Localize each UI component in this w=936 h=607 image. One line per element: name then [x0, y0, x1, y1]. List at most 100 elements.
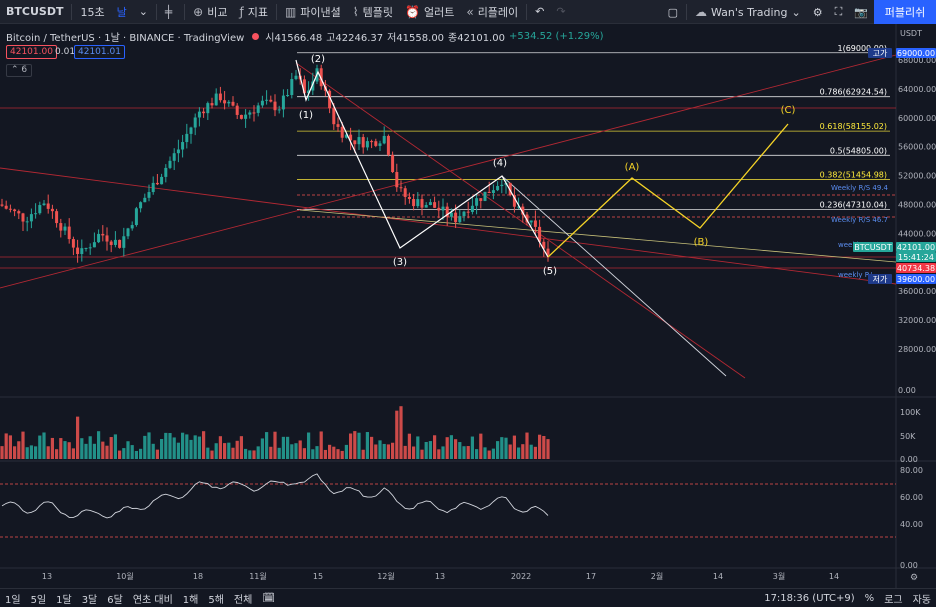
- candle-body: [282, 96, 285, 110]
- price-tick-label: 32000.00: [898, 316, 936, 325]
- volume-bar: [198, 437, 201, 459]
- volume-tick-label: 0.00: [900, 455, 918, 464]
- volume-bar: [118, 451, 121, 459]
- range-1d[interactable]: 1일: [0, 591, 26, 606]
- time-tick-label: 12월: [377, 571, 395, 581]
- trend-line: [0, 168, 896, 284]
- volume-bar: [530, 445, 533, 459]
- volume-bar: [26, 447, 29, 459]
- bottom-right-group: 17:18:36 (UTC+9) % 로그 자동: [759, 589, 936, 607]
- auto-toggle[interactable]: 자동: [908, 591, 936, 606]
- volume-bar: [135, 451, 138, 459]
- candle-body: [395, 172, 398, 187]
- candle-body: [47, 204, 50, 209]
- rsi-tick-label: 60.00: [900, 493, 923, 502]
- percent-toggle[interactable]: %: [860, 593, 880, 604]
- bid-price[interactable]: 42101.00: [6, 45, 57, 59]
- fib-level-label: 0.5(54805.00): [830, 146, 887, 155]
- chevron-icon: ⌃: [11, 65, 21, 75]
- axis-settings-icon: ⚙: [910, 573, 918, 583]
- range-1m[interactable]: 1달: [51, 591, 77, 606]
- price-tick-label: 56000.00: [898, 143, 936, 152]
- legend-high: 고42246.37: [326, 29, 383, 44]
- volume-bar: [467, 446, 470, 459]
- candle-body: [30, 214, 33, 221]
- volume-bar: [303, 448, 306, 459]
- goto-date-button[interactable]: 🗓: [257, 593, 280, 604]
- volume-bar: [13, 446, 16, 459]
- volume-bar: [273, 432, 276, 459]
- volume-bar: [17, 441, 20, 459]
- candle-body: [9, 209, 12, 210]
- volume-bar: [143, 436, 146, 459]
- candle-body: [156, 183, 159, 184]
- indicators-collapse-button[interactable]: ⌃ 6: [6, 64, 32, 77]
- volume-bar: [341, 451, 344, 459]
- volume-bar: [59, 438, 62, 459]
- level-price-badge: 40734.38: [897, 264, 935, 273]
- volume-bar: [282, 437, 285, 459]
- candle-body: [463, 212, 466, 216]
- volume-bar: [349, 434, 352, 459]
- volume-bar: [538, 435, 541, 459]
- candle-body: [290, 79, 293, 95]
- range-ytd[interactable]: 연초 대비: [128, 591, 178, 606]
- volume-bar: [546, 439, 549, 459]
- candle-body: [437, 208, 440, 211]
- candle-body: [265, 100, 268, 101]
- range-3m[interactable]: 3달: [77, 591, 103, 606]
- volume-bar: [387, 444, 390, 459]
- candle-body: [215, 94, 218, 106]
- candle-body: [442, 207, 445, 211]
- market-status-icon: [252, 33, 259, 40]
- volume-bar: [412, 447, 415, 459]
- volume-bar: [399, 406, 402, 459]
- candle-body: [223, 100, 226, 103]
- rsi-tick-label: 80.00: [900, 466, 923, 475]
- wave-label: (1): [299, 110, 313, 121]
- volume-bar: [483, 447, 486, 459]
- range-5d[interactable]: 5일: [26, 591, 52, 606]
- range-1y[interactable]: 1해: [178, 591, 204, 606]
- range-6m[interactable]: 6달: [102, 591, 128, 606]
- low-price-badge: 39600.00: [897, 275, 935, 284]
- volume-bar: [80, 438, 83, 459]
- range-all[interactable]: 전체: [229, 591, 257, 606]
- candle-body: [190, 128, 193, 134]
- candle-body: [492, 190, 495, 193]
- volume-bar: [462, 446, 465, 459]
- volume-bar: [9, 435, 12, 459]
- candle-body: [26, 221, 29, 222]
- candle-body: [139, 202, 142, 208]
- volume-bar: [425, 442, 428, 459]
- fib-level-label: 0.618(58155.02): [820, 122, 887, 131]
- wave-label: (3): [393, 257, 407, 268]
- time-tick-label: 17: [586, 572, 596, 581]
- volume-bar: [177, 443, 180, 459]
- volume-bar: [328, 445, 331, 459]
- range-5y[interactable]: 5해: [203, 591, 229, 606]
- volume-bar: [34, 446, 37, 459]
- candle-body: [55, 211, 58, 223]
- weekly-rs-label: weekly R/: [838, 271, 873, 279]
- volume-bar: [236, 441, 239, 459]
- candle-body: [374, 141, 377, 146]
- chart-legend: Bitcoin / TetherUS · 1날 · BINANCE · Trad…: [6, 29, 603, 44]
- volume-bar: [156, 450, 159, 459]
- volume-bar: [320, 431, 323, 459]
- clock-time[interactable]: 17:18:36 (UTC+9): [759, 593, 859, 604]
- chart-canvas[interactable]: USDT 68000.00 64000.00 60000.00 56000.00 5200…: [0, 0, 936, 588]
- time-tick-label: 18: [193, 572, 203, 581]
- candle-body: [341, 127, 344, 138]
- volume-bar: [93, 444, 96, 459]
- volume-bar: [38, 436, 41, 459]
- volume-bar: [160, 439, 163, 459]
- volume-bar: [509, 444, 512, 459]
- candle-body: [143, 198, 146, 202]
- ask-price[interactable]: 42101.01: [74, 45, 125, 59]
- volume-bar: [257, 446, 260, 459]
- volume-bar: [55, 449, 58, 459]
- rsi-tick-label: 40.00: [900, 520, 923, 529]
- volume-bar: [362, 450, 365, 459]
- log-toggle[interactable]: 로그: [879, 591, 907, 606]
